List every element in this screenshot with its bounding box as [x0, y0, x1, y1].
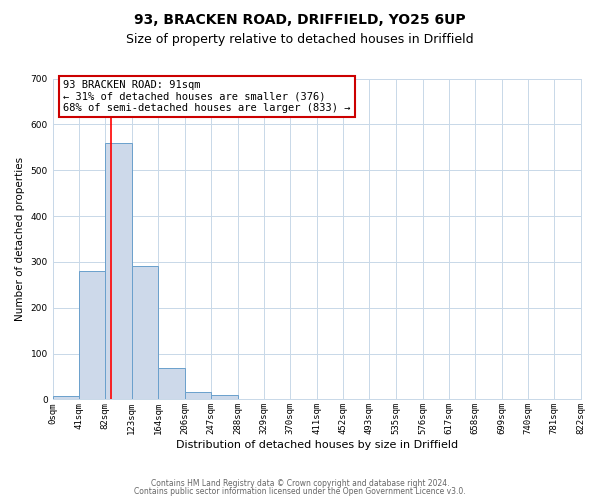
- X-axis label: Distribution of detached houses by size in Driffield: Distribution of detached houses by size …: [176, 440, 458, 450]
- Text: Contains public sector information licensed under the Open Government Licence v3: Contains public sector information licen…: [134, 487, 466, 496]
- Text: Contains HM Land Registry data © Crown copyright and database right 2024.: Contains HM Land Registry data © Crown c…: [151, 478, 449, 488]
- Bar: [158, 368, 185, 400]
- Bar: [211, 395, 238, 400]
- Y-axis label: Number of detached properties: Number of detached properties: [15, 157, 25, 321]
- Bar: [106, 142, 131, 400]
- Bar: [53, 396, 79, 400]
- Text: Size of property relative to detached houses in Driffield: Size of property relative to detached ho…: [126, 32, 474, 46]
- Bar: [79, 271, 106, 400]
- Bar: [185, 392, 211, 400]
- Text: 93 BRACKEN ROAD: 91sqm
← 31% of detached houses are smaller (376)
68% of semi-de: 93 BRACKEN ROAD: 91sqm ← 31% of detached…: [63, 80, 351, 114]
- Bar: [131, 266, 158, 400]
- Text: 93, BRACKEN ROAD, DRIFFIELD, YO25 6UP: 93, BRACKEN ROAD, DRIFFIELD, YO25 6UP: [134, 12, 466, 26]
